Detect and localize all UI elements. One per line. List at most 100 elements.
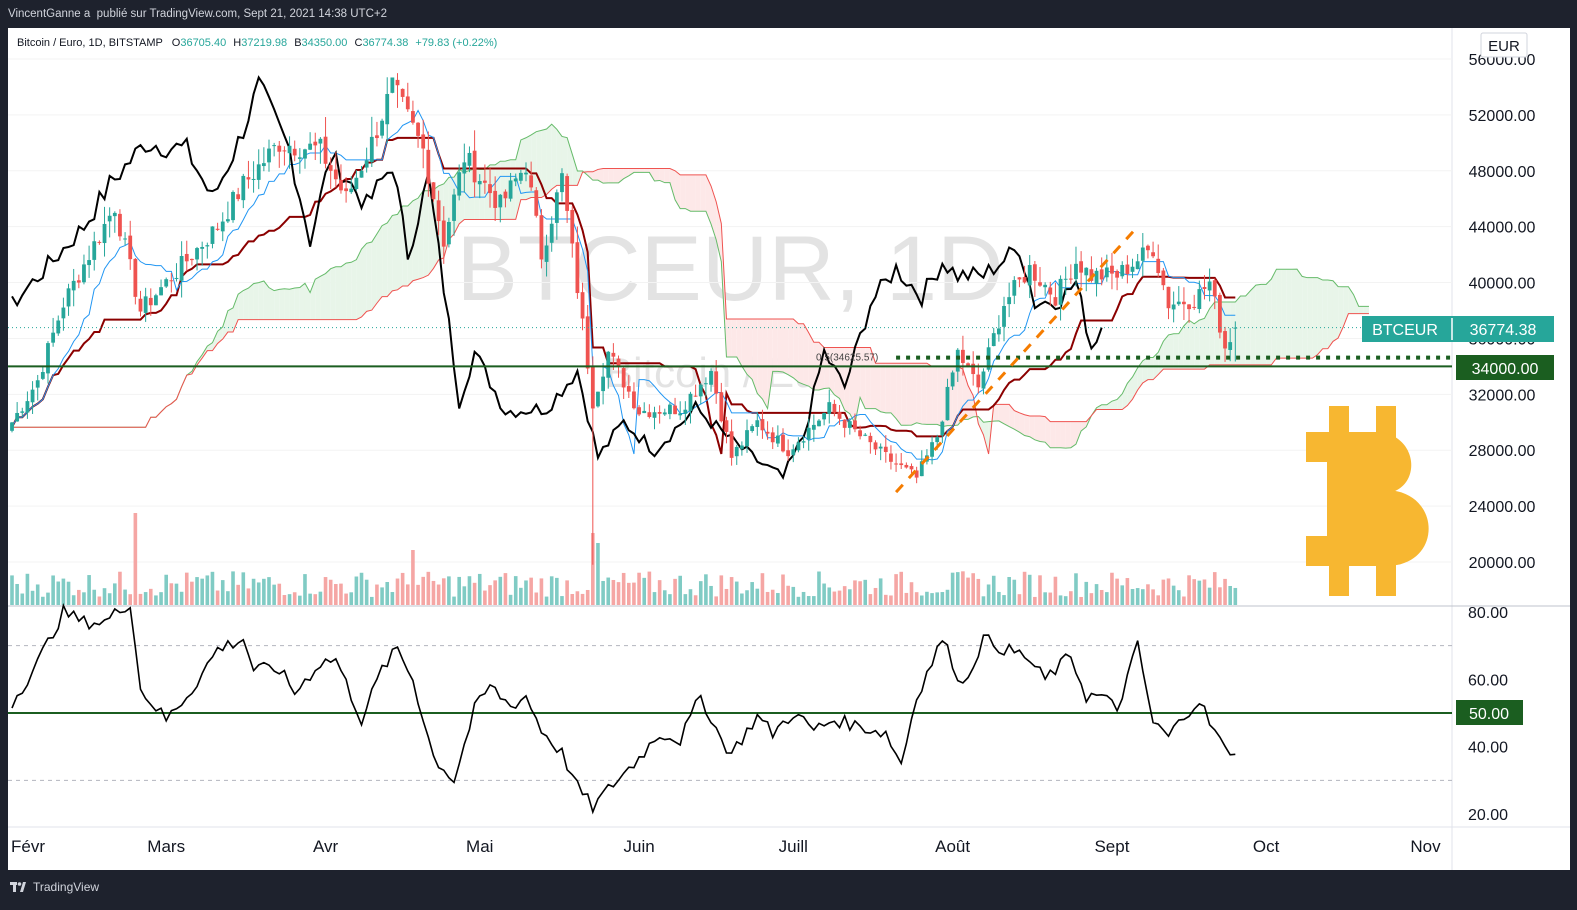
volume-bar	[812, 596, 816, 605]
candle-body	[416, 122, 420, 136]
chart-canvas[interactable]: BTCEUR, 1D Bitcoin / Euro 56000.0052000.…	[0, 28, 1577, 874]
cloud-segment	[325, 268, 331, 320]
cloud-segment	[1122, 383, 1128, 410]
cloud-segment	[1060, 421, 1066, 449]
volume-bar	[858, 581, 862, 605]
candle-body	[883, 446, 888, 453]
cloud-segment	[711, 186, 717, 240]
volume-bar	[637, 572, 641, 605]
volume-bar	[267, 577, 271, 605]
candle-body	[112, 212, 117, 217]
cloud-segment	[793, 318, 799, 383]
volume-bar	[853, 580, 857, 605]
cloud-segment	[248, 283, 254, 320]
volume-bar	[1017, 594, 1022, 605]
volume-bar	[662, 590, 667, 605]
candle-body	[832, 403, 837, 413]
candle-body	[1233, 327, 1238, 329]
volume-bar	[765, 591, 770, 605]
volume-bar	[421, 576, 425, 605]
footer-brand: TradingView	[33, 880, 100, 894]
candle-body	[853, 420, 857, 430]
volume-bar	[616, 582, 621, 605]
volume-bar	[236, 584, 240, 605]
candle-body	[909, 466, 914, 470]
cloud-segment	[551, 124, 557, 190]
time-tick-label: Févr	[11, 837, 45, 856]
volume-bar	[82, 592, 86, 605]
candle-body	[1125, 264, 1130, 275]
candle-body	[868, 435, 873, 443]
volume-bar	[1171, 585, 1176, 605]
time-tick-label: Sept	[1094, 837, 1129, 856]
cloud-segment	[1358, 306, 1364, 314]
candle-body	[40, 372, 45, 379]
volume-bar	[719, 575, 724, 605]
cloud-segment	[628, 168, 634, 176]
chart-frame: BTCEUR, 1D Bitcoin / Euro 56000.00 52000.…	[0, 28, 1577, 874]
cloud-segment	[315, 276, 321, 320]
volume-bar	[1084, 581, 1089, 605]
candle-body	[1094, 270, 1099, 284]
candle-body	[102, 223, 107, 244]
candle-body	[940, 421, 945, 436]
volume-bar	[709, 585, 713, 605]
volume-bar	[390, 592, 395, 605]
candle-body	[143, 296, 148, 313]
volume-bar	[627, 582, 631, 605]
candle-body	[616, 358, 621, 367]
cloud-segment	[423, 190, 429, 278]
volume-bar	[878, 578, 883, 605]
volume-bar	[981, 596, 986, 605]
chikou-span	[11, 75, 1103, 480]
currency-badge[interactable]: EUR	[1480, 32, 1528, 58]
candle-body	[930, 442, 934, 457]
candle-body	[662, 412, 667, 415]
candle-body	[991, 333, 996, 347]
candle-body	[390, 77, 395, 93]
volume-bar	[92, 589, 97, 605]
cloud-segment	[1276, 269, 1282, 359]
cloud-segment	[387, 215, 393, 297]
volume-bar	[503, 573, 508, 605]
candle-body	[359, 170, 364, 178]
candle-body	[806, 427, 811, 440]
volume-bar	[339, 583, 343, 605]
candle-body	[693, 395, 698, 397]
cloud-segment	[633, 168, 640, 173]
cloud-segment	[865, 347, 871, 409]
volume-bar	[107, 593, 112, 605]
cloud-segment	[376, 225, 383, 304]
candle-body	[554, 192, 559, 223]
candle-body	[647, 412, 652, 417]
candle-body	[1166, 286, 1171, 309]
volume-bar	[210, 571, 215, 605]
cloud-segment	[356, 249, 362, 320]
candle-body	[20, 411, 25, 413]
candle-body	[935, 437, 940, 443]
cloud-segment	[741, 318, 748, 375]
cloud-segment	[253, 282, 259, 320]
candle-body	[426, 149, 431, 184]
volume-bar	[1094, 584, 1099, 605]
cloud-segment	[721, 223, 727, 358]
candle-body	[364, 160, 369, 168]
candle-body	[148, 297, 153, 306]
volume-bar	[755, 588, 760, 605]
candle-body	[308, 143, 313, 150]
chikou-span-line	[11, 75, 1103, 480]
candle-body	[1135, 261, 1140, 270]
cloud-segment	[921, 363, 927, 425]
volume-bar	[539, 578, 544, 605]
volume-bar	[462, 586, 467, 605]
volume-bar	[519, 587, 523, 605]
candle-body	[760, 419, 765, 431]
candle-body	[601, 376, 605, 392]
cloud-segment	[752, 318, 758, 394]
cloud-segment	[340, 263, 347, 320]
candle-body	[945, 386, 950, 421]
cloud-segment	[1050, 421, 1056, 448]
legend: Bitcoin / Euro, 1D, BITSTAMP O36705.40 H…	[17, 37, 497, 49]
volume-bar	[123, 589, 127, 605]
volume-bar	[565, 580, 569, 605]
